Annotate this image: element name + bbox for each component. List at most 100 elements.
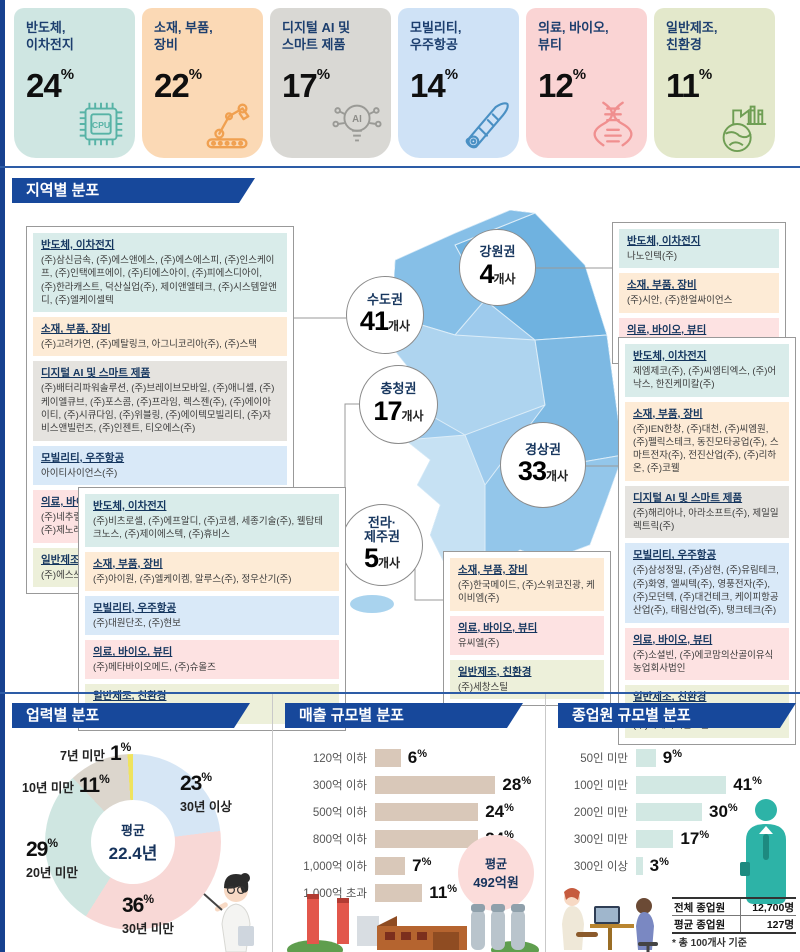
card-title: 의료, 바이오, 뷰티 xyxy=(538,20,609,52)
card-general-mfg: 일반제조, 친환경 11% xyxy=(654,8,775,158)
svg-text:AI: AI xyxy=(352,114,362,125)
page-left-border xyxy=(0,0,5,952)
region-name: 강원권 xyxy=(479,244,516,260)
region-count: 17 xyxy=(373,395,402,426)
company-section: 반도체, 이차전지 제엠제코(주), (주)씨엠티엑스, (주)어낙스, 한진케미… xyxy=(625,344,789,397)
businessman-icon xyxy=(740,799,786,904)
region-count: 5 xyxy=(363,543,379,574)
panel-divider xyxy=(545,694,546,952)
region-name: 제주권 xyxy=(364,528,400,544)
company-box-jeonla-jeju: 소재, 부품, 장비 (주)한국메이드, (주)스위코진광, 케이비엠(주) 의료… xyxy=(443,551,611,707)
company-section: 의료, 바이오, 뷰티 (주)소셜빈, (주)에코맘의산골이유식 농업회사법인 xyxy=(625,627,789,681)
age-banner: 업력별 분포 xyxy=(12,703,250,728)
rocket-icon xyxy=(465,102,509,149)
robot-arm-icon xyxy=(206,103,250,149)
region-unit: 개사 xyxy=(387,319,411,334)
company-section: 디지털 AI 및 스마트 제품 (주)배터리파워솔루션, (주)브레이브모바일, … xyxy=(33,361,287,441)
region-circle-jeonla-jeju: 전라· 제주권 5 개사 xyxy=(341,504,423,586)
employee-summary-table: 전체 종업원 12,700명 평균 종업원 127명 xyxy=(672,897,796,934)
region-count: 41 xyxy=(359,306,389,337)
company-section: 소재, 부품, 장비 (주)아이원, (주)엘케이켐, 알루스(주), 정우산기(… xyxy=(85,551,339,591)
bar xyxy=(375,830,479,848)
bar xyxy=(375,884,423,902)
bar xyxy=(375,749,401,767)
employee-row: 300인 미만 17% xyxy=(573,829,710,848)
card-percent: 24% xyxy=(26,66,75,104)
employee-row: 100인 미만 41% xyxy=(573,775,762,794)
age-label-over30: 23% 30년 이상 xyxy=(180,770,232,814)
card-title: 일반제조, 친환경 xyxy=(666,20,718,52)
revenue-bars: 120억 이하 6% 300억 이하 28% 500억 이하 24% 800억 … xyxy=(287,747,539,909)
jeju-island xyxy=(350,595,394,613)
employee-bars: 50인 미만 9% 100인 미만 41% 200인 미만 30% 300인 미… xyxy=(556,747,796,882)
card-title: 모빌리티, 우주항공 xyxy=(410,20,462,52)
age-label-under20: 29% 20년 미만 xyxy=(26,836,78,880)
section-divider-top xyxy=(0,166,800,168)
card-title: 소재, 부품, 장비 xyxy=(154,20,213,52)
region-unit: 개사 xyxy=(493,271,516,286)
office-illustration xyxy=(562,888,658,952)
employee-row: 50인 미만 9% xyxy=(580,748,683,767)
revenue-row: 1,000억 초과 11% xyxy=(303,883,458,902)
employee-row: 200인 미만 30% xyxy=(573,802,738,821)
region-unit: 개사 xyxy=(401,408,424,423)
region-unit: 개사 xyxy=(545,469,569,484)
employee-note: * 총 100개사 기준 xyxy=(672,938,747,949)
dna-icon xyxy=(593,101,633,147)
ai-bulb-icon: AI xyxy=(332,104,382,142)
revenue-banner: 매출 규모별 분포 xyxy=(285,703,523,728)
bar xyxy=(375,776,496,794)
bar xyxy=(636,749,656,767)
region-count: 4 xyxy=(479,258,494,289)
bar xyxy=(636,776,727,794)
age-donut-center: 평균 22.4년 xyxy=(91,800,175,884)
regional-banner: 지역별 분포 xyxy=(12,178,255,203)
card-percent: 12% xyxy=(538,66,587,104)
company-section: 모빌리티, 우주항공 (주)삼성정밀, (주)삼현, (주)유림테크, (주)화영… xyxy=(625,543,789,623)
company-section: 모빌리티, 우주항공 아이티사이언스(주) xyxy=(33,445,287,485)
company-section: 모빌리티, 우주항공 (주)대원단조, (주)현보 xyxy=(85,595,339,636)
employees-banner: 종업원 규모별 분포 xyxy=(558,703,796,728)
company-section: 소재, 부품, 장비 (주)한국메이드, (주)스위코진광, 케이비엠(주) xyxy=(450,558,604,611)
age-donut: 평균 22.4년 xyxy=(45,754,221,930)
card-materials: 소재, 부품, 장비 22% xyxy=(142,8,263,158)
region-count: 33 xyxy=(517,456,547,487)
company-section: 의료, 바이오, 뷰티 유씨엘(주) xyxy=(450,615,604,655)
section-divider-bottom xyxy=(0,692,800,694)
card-percent: 17% xyxy=(282,66,331,104)
company-section: 소재, 부품, 장비 (주)IEN한창, (주)대천, (주)씨엠원, (주)펠릭… xyxy=(625,401,789,481)
age-label-under10: 10년 미만 11% xyxy=(22,772,110,797)
region-unit: 개사 xyxy=(377,556,401,571)
cpu-icon: CPU xyxy=(79,102,123,146)
region-name: 경상권 xyxy=(525,441,561,457)
region-circle-gyeongsang: 경상권 33 개사 xyxy=(500,422,586,508)
table-row: 평균 종업원 127명 xyxy=(672,916,796,932)
factory-globe-icon xyxy=(722,105,767,153)
age-label-under30: 36% 30년 미만 xyxy=(122,892,174,936)
card-title: 디지털 AI 및 스마트 제품 xyxy=(282,20,351,52)
revenue-row: 500억 이하 24% xyxy=(312,802,514,821)
card-percent: 11% xyxy=(666,66,713,104)
bar xyxy=(375,803,479,821)
category-cards: 반도체, 이차전지 24% CPU 소재, 부품, 장비 22% xyxy=(14,8,775,158)
company-section: 소재, 부품, 장비 (주)시안, (주)한얼싸이언스 xyxy=(619,273,779,313)
region-name: 수도권 xyxy=(367,291,403,307)
revenue-row: 300억 이하 28% xyxy=(312,775,532,794)
factory-illustration xyxy=(287,894,539,952)
bar xyxy=(636,803,702,821)
region-circle-gangwon: 강원권 4 개사 xyxy=(459,229,536,306)
company-box-chungcheong: 반도체, 이차전지 (주)비츠로셀, (주)에프알디, (주)코셈, 세종기술(주… xyxy=(78,487,346,731)
table-row: 전체 종업원 12,700명 xyxy=(672,899,796,916)
company-section: 의료, 바이오, 뷰티 (주)메타바이오메드, (주)슈올즈 xyxy=(85,640,339,680)
region-circle-chungcheong: 충청권 17 개사 xyxy=(359,365,438,444)
region-name: 충청권 xyxy=(380,381,417,397)
region-circle-sudogwon: 수도권 41 개사 xyxy=(346,276,424,354)
card-semiconductor: 반도체, 이차전지 24% CPU xyxy=(14,8,135,158)
employee-row: 300인 이상 3% xyxy=(573,856,669,875)
bar xyxy=(636,830,674,848)
company-box-gyeongsang: 반도체, 이차전지 제엠제코(주), (주)씨엠티엑스, (주)어낙스, 한진케미… xyxy=(618,337,796,745)
company-section: 디지털 AI 및 스마트 제품 (주)해리아나, 아라소프트(주), 제일일렉트릭… xyxy=(625,485,789,539)
card-percent: 22% xyxy=(154,66,203,104)
revenue-row: 120억 이하 6% xyxy=(312,748,428,767)
